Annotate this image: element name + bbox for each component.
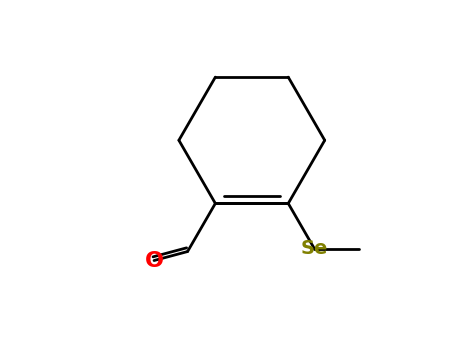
Text: Se: Se (301, 239, 328, 258)
Text: O: O (145, 251, 163, 271)
